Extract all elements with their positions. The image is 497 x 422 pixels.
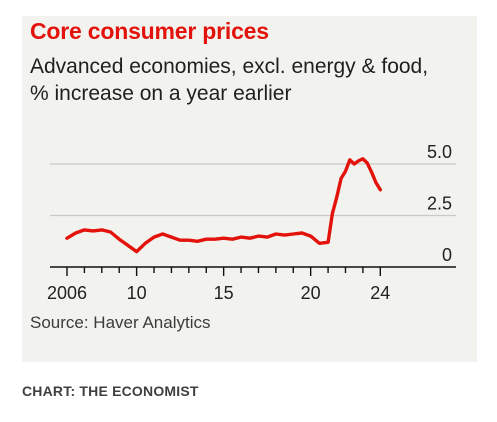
chart-panel [22,16,477,362]
series [65,157,382,254]
x-tick-label: 20 [301,283,321,303]
y-tick-label: 0 [442,245,452,265]
gridlines [50,163,456,217]
x-axis [50,266,456,276]
x-tick-label: 2006 [47,283,87,303]
x-tick-labels: 2006 10 15 20 24 [47,283,390,303]
chart-subtitle: Advanced economies, excl. energy & food,… [30,55,429,105]
y-tick-labels: 0 2.5 5.0 [427,142,452,265]
y-tick-label: 2.5 [427,194,452,214]
series-line-0 [65,157,382,254]
x-tick-label: 15 [214,283,234,303]
chart-title: Core consumer prices [30,18,269,44]
y-tick-label: 5.0 [427,142,452,162]
x-tick-label: 24 [370,283,390,303]
chart-credit: CHART: THE ECONOMIST [22,383,199,399]
x-tick-label: 10 [127,283,147,303]
chart-source: Source: Haver Analytics [30,313,211,332]
